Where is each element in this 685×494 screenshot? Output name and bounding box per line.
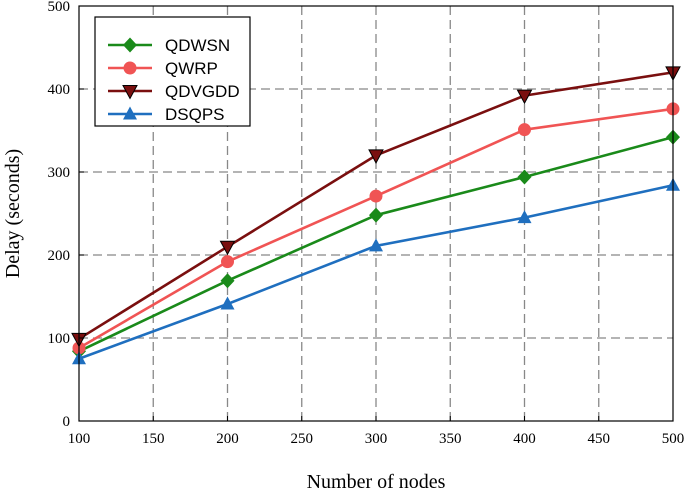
data-point-qdvgdd (368, 149, 384, 164)
x-tick-label: 250 (291, 431, 314, 447)
x-tick-label: 100 (68, 431, 91, 447)
x-tick-label: 150 (142, 431, 165, 447)
legend-marker-qdvgdd (122, 85, 138, 100)
data-point-qdwsn (517, 169, 532, 185)
y-tick-label: 400 (48, 82, 71, 98)
legend: QDWSN QWRP QDVGDD DSQPS (94, 16, 251, 127)
x-tick-label: 200 (216, 431, 239, 447)
x-axis-title: Number of nodes (307, 471, 446, 493)
legend-entry-qwrp: QWRP (108, 59, 218, 78)
data-point-qwrp (369, 189, 383, 203)
series-qwrp (72, 102, 680, 355)
series-line-qwrp (78, 107, 674, 350)
x-tick-label: 500 (662, 431, 685, 447)
legend-marker-qdwsn (123, 37, 137, 53)
data-point-qdwsn (369, 207, 383, 223)
legend-entry-dsqps: DSQPS (108, 105, 225, 124)
legend-label-dsqps: DSQPS (165, 105, 225, 124)
y-tick-label: 300 (48, 165, 71, 181)
legend-label-qdvgdd: QDVGDD (165, 82, 240, 101)
data-point-qwrp (221, 255, 234, 269)
legend-marker-dsqps (123, 106, 137, 120)
x-tick-label: 350 (439, 431, 462, 447)
data-point-qdvgdd (219, 240, 236, 256)
data-point-qwrp (518, 123, 531, 137)
y-axis-title: Delay (seconds) (2, 149, 24, 278)
data-point-dsqps (369, 238, 383, 252)
data-point-qdvgdd (516, 89, 533, 105)
series-qdvgdd (71, 66, 681, 348)
legend-label-qdwsn: QDWSN (165, 36, 230, 55)
x-tick-label: 300 (365, 431, 388, 447)
data-point-dsqps (220, 296, 235, 310)
legend-marker-qwrp (123, 61, 137, 75)
x-tick-label: 450 (588, 431, 611, 447)
legend-entry-qdvgdd: QDVGDD (108, 82, 240, 101)
y-tick-label: 500 (48, 0, 71, 15)
legend-entry-qdwsn: QDWSN (108, 36, 230, 55)
y-tick-label: 100 (48, 331, 71, 347)
tick-labels: 100 150 200 250 300 350 400 450 5000100200300400… (48, 0, 685, 447)
y-tick-label: 0 (63, 414, 71, 430)
legend-label-qwrp: QWRP (165, 59, 218, 78)
x-tick-label: 400 (513, 431, 536, 447)
data-point-dsqps (517, 210, 532, 224)
legend-box (94, 16, 251, 127)
data-point-qdwsn (220, 273, 235, 289)
y-tick-label: 200 (48, 248, 71, 264)
